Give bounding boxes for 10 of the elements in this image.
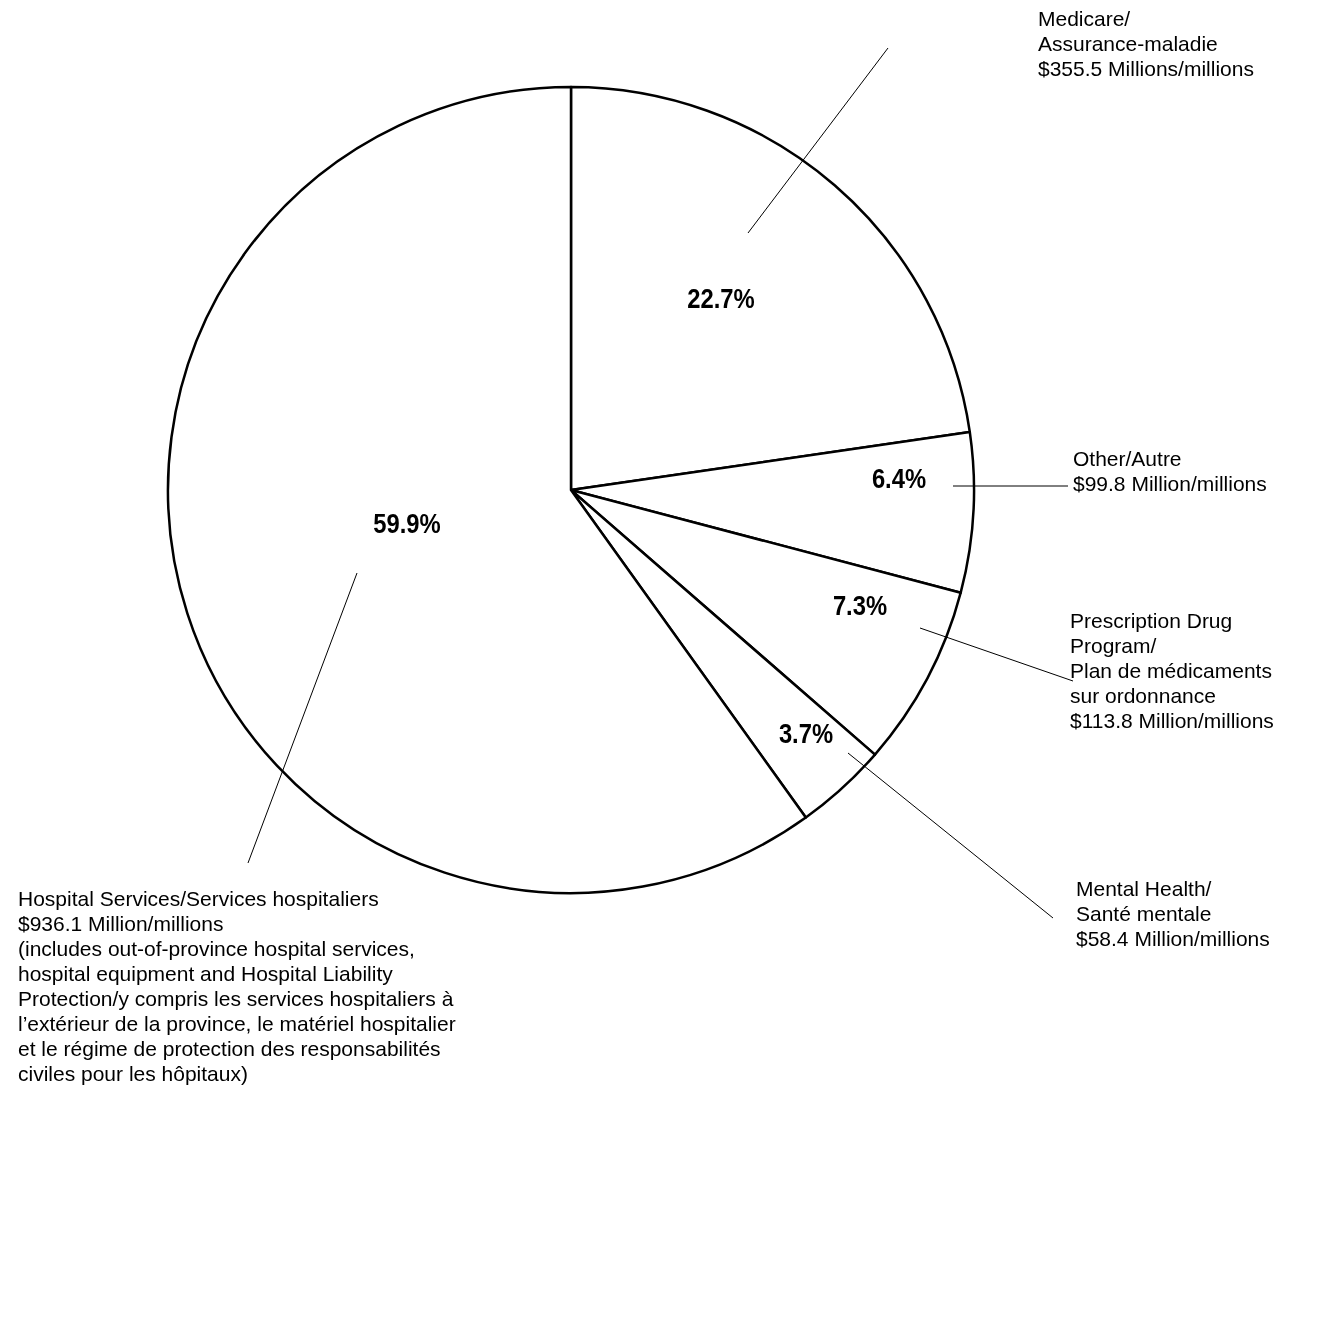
- slice-label: Prescription Drug Program/ Plan de médicaments sur ordonnance $113.8 Million/millions: [1070, 609, 1274, 732]
- data-label: 7.3%: [832, 589, 888, 622]
- data-label: 22.7%: [687, 282, 755, 315]
- slice-label: Medicare/ Assurance-maladie $355.5 Millions/millions: [1038, 7, 1254, 80]
- slice-label: Other/Autre $99.8 Million/millions: [1073, 447, 1267, 495]
- data-label: 59.9%: [373, 507, 441, 540]
- slice-label: Mental Health/ Santé mentale $58.4 Million/millions: [1076, 877, 1270, 950]
- data-label: 6.4%: [871, 462, 927, 495]
- data-label: 3.7%: [778, 717, 834, 750]
- slice-label: Hospital Services/Services hospitaliers $936.1 Million/millions (includes out-of-province hospital services, hospital equipment and Hospital Liability Protection/y compris les services hospitaliers à l’extérieur de la province, le matériel hospitalier et le régime de protection des responsabilités civiles pour les hôpitaux): [18, 887, 456, 1085]
